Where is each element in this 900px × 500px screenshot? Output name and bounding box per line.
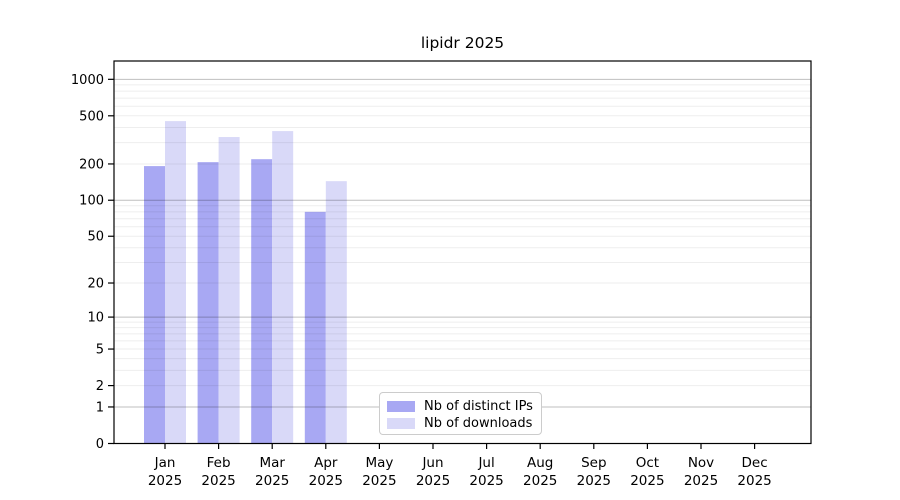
- x-tick-label-year: 2025: [737, 473, 771, 489]
- bar-distinct-ips-Apr: [304, 211, 326, 444]
- y-tick-label: 500: [79, 109, 104, 124]
- chart-title: lipidr 2025: [420, 34, 505, 52]
- legend: Nb of distinct IPs Nb of downloads: [379, 392, 542, 435]
- x-tick-label-month: Aug: [527, 455, 553, 471]
- bar-downloads-Apr: [325, 181, 347, 444]
- x-tick-label-month: Sep: [581, 455, 606, 471]
- x-tick-label-year: 2025: [469, 473, 503, 489]
- x-tick-label-month: Dec: [742, 455, 768, 471]
- y-tick-label: 100: [79, 194, 104, 209]
- x-tick-label-month: Feb: [207, 455, 231, 471]
- x-tick-label-year: 2025: [523, 473, 557, 489]
- legend-item-distinct-ips: Nb of distinct IPs: [387, 398, 541, 415]
- bar-distinct-ips-Jan: [144, 166, 165, 444]
- bar-distinct-ips-Mar: [251, 159, 273, 444]
- x-tick-label-year: 2025: [684, 473, 718, 489]
- x-tick-label-month: Oct: [636, 455, 659, 471]
- x-tick-label-month: Jul: [477, 455, 494, 471]
- y-tick-label: 20: [87, 277, 104, 292]
- x-tick-label-month: Apr: [314, 455, 338, 471]
- legend-swatch-distinct-ips: [387, 401, 415, 412]
- x-tick-label-year: 2025: [362, 473, 396, 489]
- legend-label-downloads: Nb of downloads: [424, 416, 533, 431]
- y-tick-label: 1: [96, 400, 104, 415]
- x-tick-label-year: 2025: [416, 473, 450, 489]
- legend-label-distinct-ips: Nb of distinct IPs: [424, 399, 533, 414]
- legend-swatch-downloads: [387, 418, 415, 429]
- y-tick-label: 5: [96, 343, 104, 358]
- legend-item-downloads: Nb of downloads: [387, 415, 541, 432]
- x-tick-label-year: 2025: [630, 473, 664, 489]
- y-tick-label: 2: [96, 379, 104, 394]
- bar-downloads-Feb: [218, 137, 240, 444]
- y-tick-label: 200: [79, 157, 104, 172]
- y-tick-label: 0: [96, 437, 104, 452]
- x-tick-label-month: Jan: [154, 455, 176, 471]
- y-tick-label: 1000: [71, 73, 104, 88]
- x-tick-label-year: 2025: [148, 473, 182, 489]
- x-tick-label-year: 2025: [309, 473, 343, 489]
- x-tick-label-year: 2025: [201, 473, 235, 489]
- bar-downloads-Jan: [165, 121, 186, 444]
- bar-downloads-Mar: [272, 131, 294, 444]
- x-tick-label-year: 2025: [577, 473, 611, 489]
- plot-border: [113, 60, 812, 445]
- y-tick-label: 10: [87, 311, 104, 326]
- x-tick-label-month: May: [365, 455, 393, 471]
- bar-distinct-ips-Feb: [197, 162, 219, 444]
- y-tick-label: 50: [87, 230, 104, 245]
- x-tick-label-year: 2025: [255, 473, 289, 489]
- x-tick-label-month: Jun: [421, 455, 443, 471]
- x-tick-label-month: Nov: [688, 455, 714, 471]
- x-tick-label-month: Mar: [259, 455, 285, 471]
